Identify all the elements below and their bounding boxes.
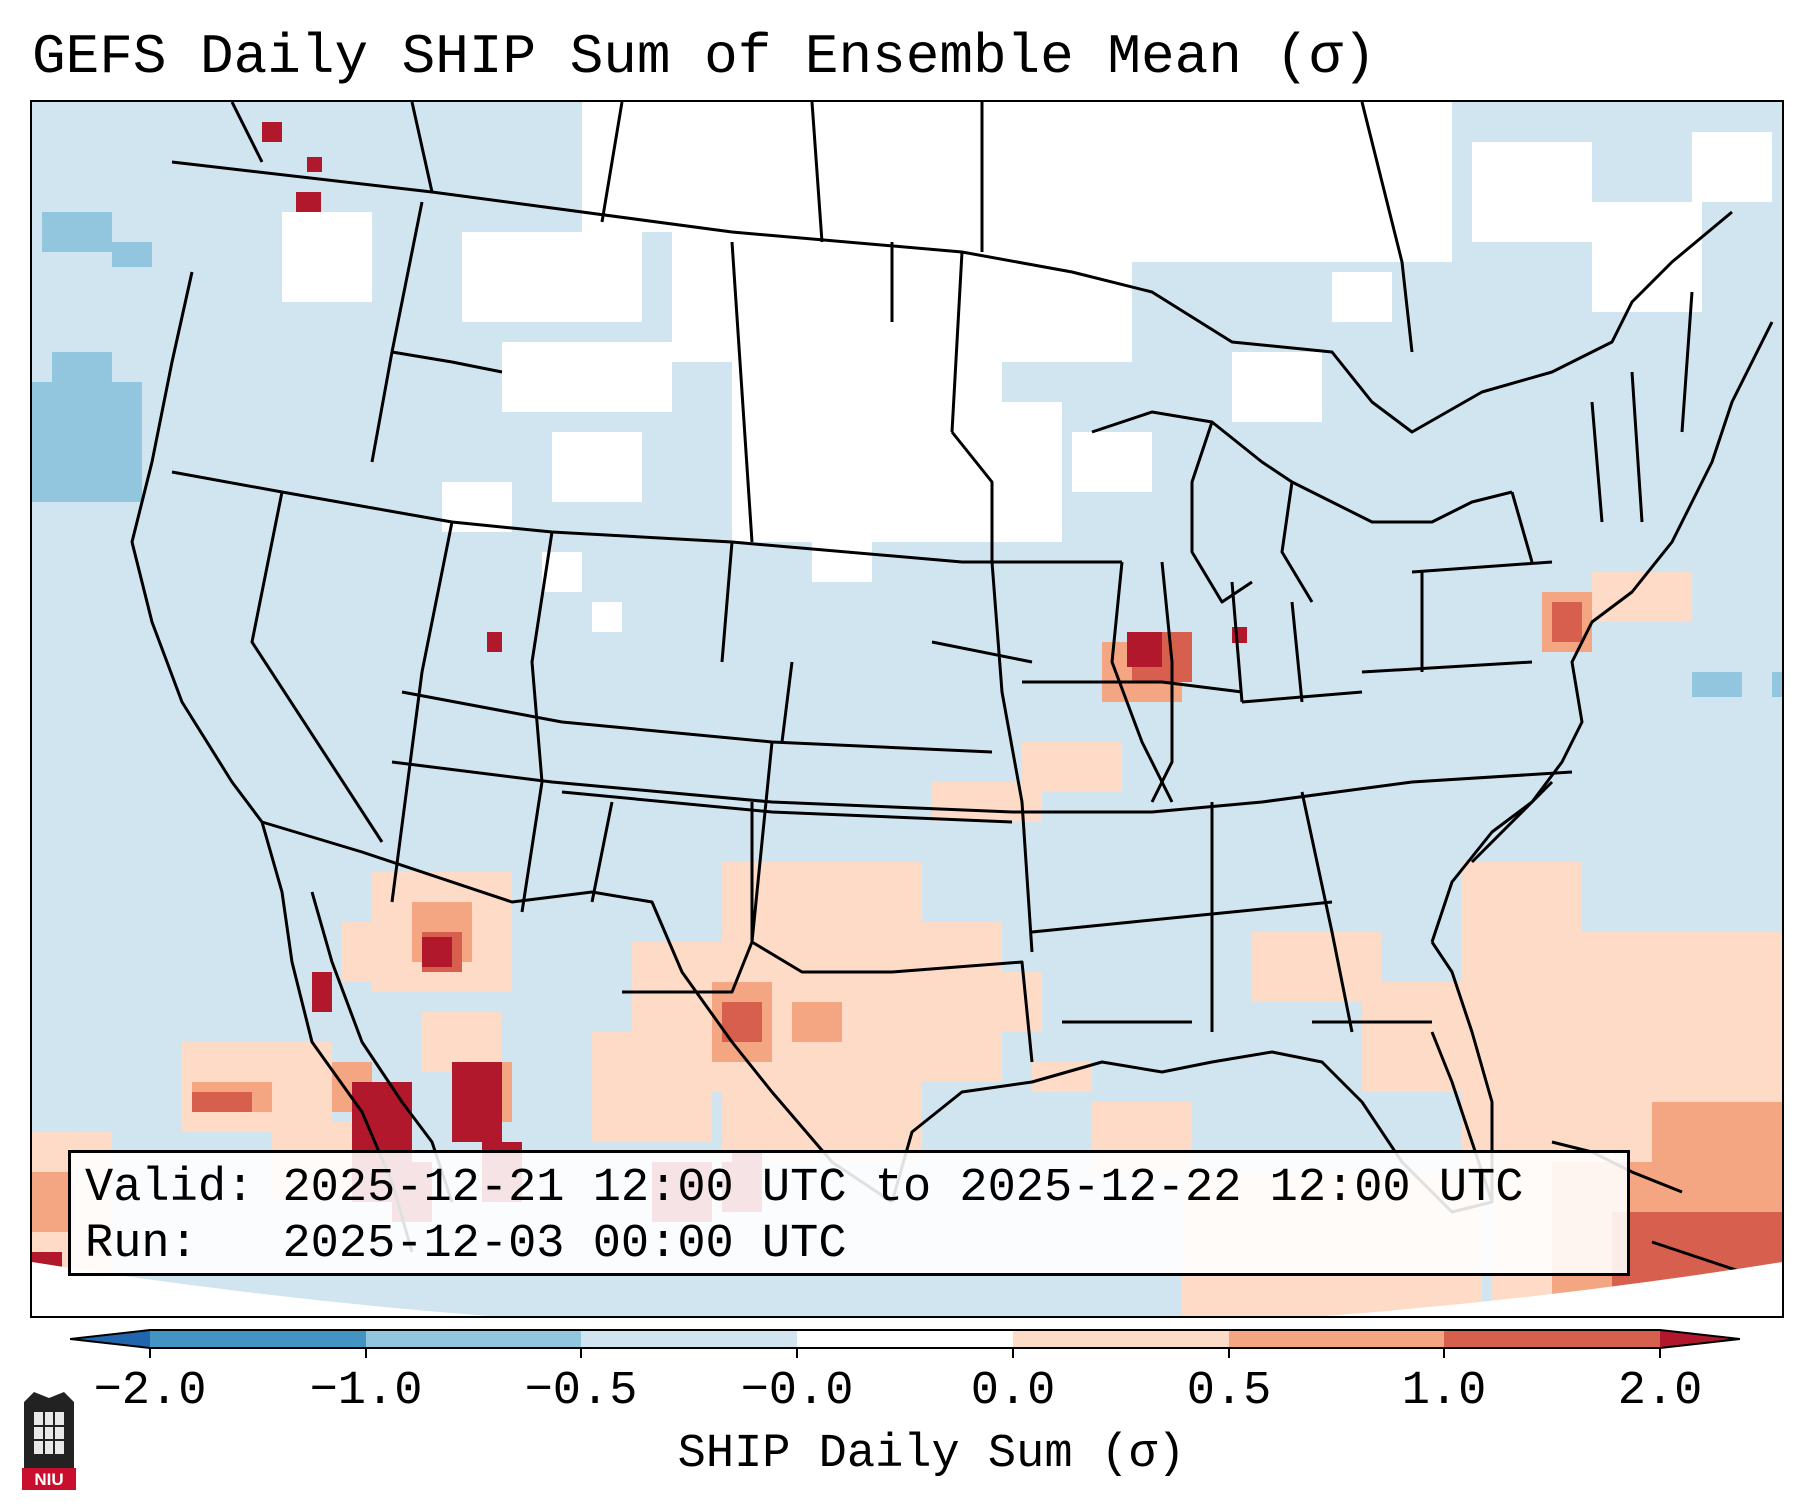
colorbar-bin xyxy=(150,1330,366,1348)
colorbar xyxy=(70,1329,1740,1358)
negative-patches xyxy=(32,212,1782,697)
colorbar-tick: 2.0 xyxy=(1617,1365,1703,1418)
logo-text: NIU xyxy=(34,1470,63,1489)
colorbar-tick: 0.5 xyxy=(1186,1365,1272,1418)
colorbar-bin xyxy=(1229,1330,1444,1348)
colorbar-bin xyxy=(1444,1330,1660,1348)
colorbar-tick: 1.0 xyxy=(1401,1365,1487,1418)
colorbar-tick: 0.0 xyxy=(970,1365,1056,1418)
colorbar-extend-high xyxy=(1660,1330,1740,1348)
run-row: Run: 2025-12-03 00:00 UTC xyxy=(85,1217,1613,1273)
boundary-lines xyxy=(130,102,1774,1284)
colorbar-bin xyxy=(366,1330,581,1348)
colorbar-bin xyxy=(581,1330,797,1348)
valid-label: Valid: xyxy=(85,1162,255,1215)
map-canvas xyxy=(32,102,1782,1316)
map-panel xyxy=(30,100,1784,1318)
run-value: 2025-12-03 00:00 UTC xyxy=(282,1218,847,1271)
colorbar-extend-low xyxy=(70,1330,150,1348)
valid-value: 2025-12-21 12:00 UTC to 2025-12-22 12:00… xyxy=(282,1162,1524,1215)
colorbar-label: SHIP Daily Sum (σ) xyxy=(677,1428,1186,1481)
colorbar-tick: −0.0 xyxy=(740,1365,854,1418)
colorbar-tick: −1.0 xyxy=(309,1365,423,1418)
colorbar-tick: −0.5 xyxy=(524,1365,638,1418)
valid-row: Valid: 2025-12-21 12:00 UTC to 2025-12-2… xyxy=(85,1161,1613,1217)
run-label: Run: xyxy=(85,1218,198,1271)
valid-time-box: Valid: 2025-12-21 12:00 UTC to 2025-12-2… xyxy=(68,1150,1630,1276)
map-title: GEFS Daily SHIP Sum of Ensemble Mean (σ) xyxy=(32,25,1377,89)
colorbar-bin xyxy=(797,1330,1013,1348)
niu-logo: NIU xyxy=(22,1392,76,1490)
colorbar-bin xyxy=(1013,1330,1229,1348)
projection-edge xyxy=(32,1262,1782,1316)
colorbar-tick: −2.0 xyxy=(93,1365,207,1418)
